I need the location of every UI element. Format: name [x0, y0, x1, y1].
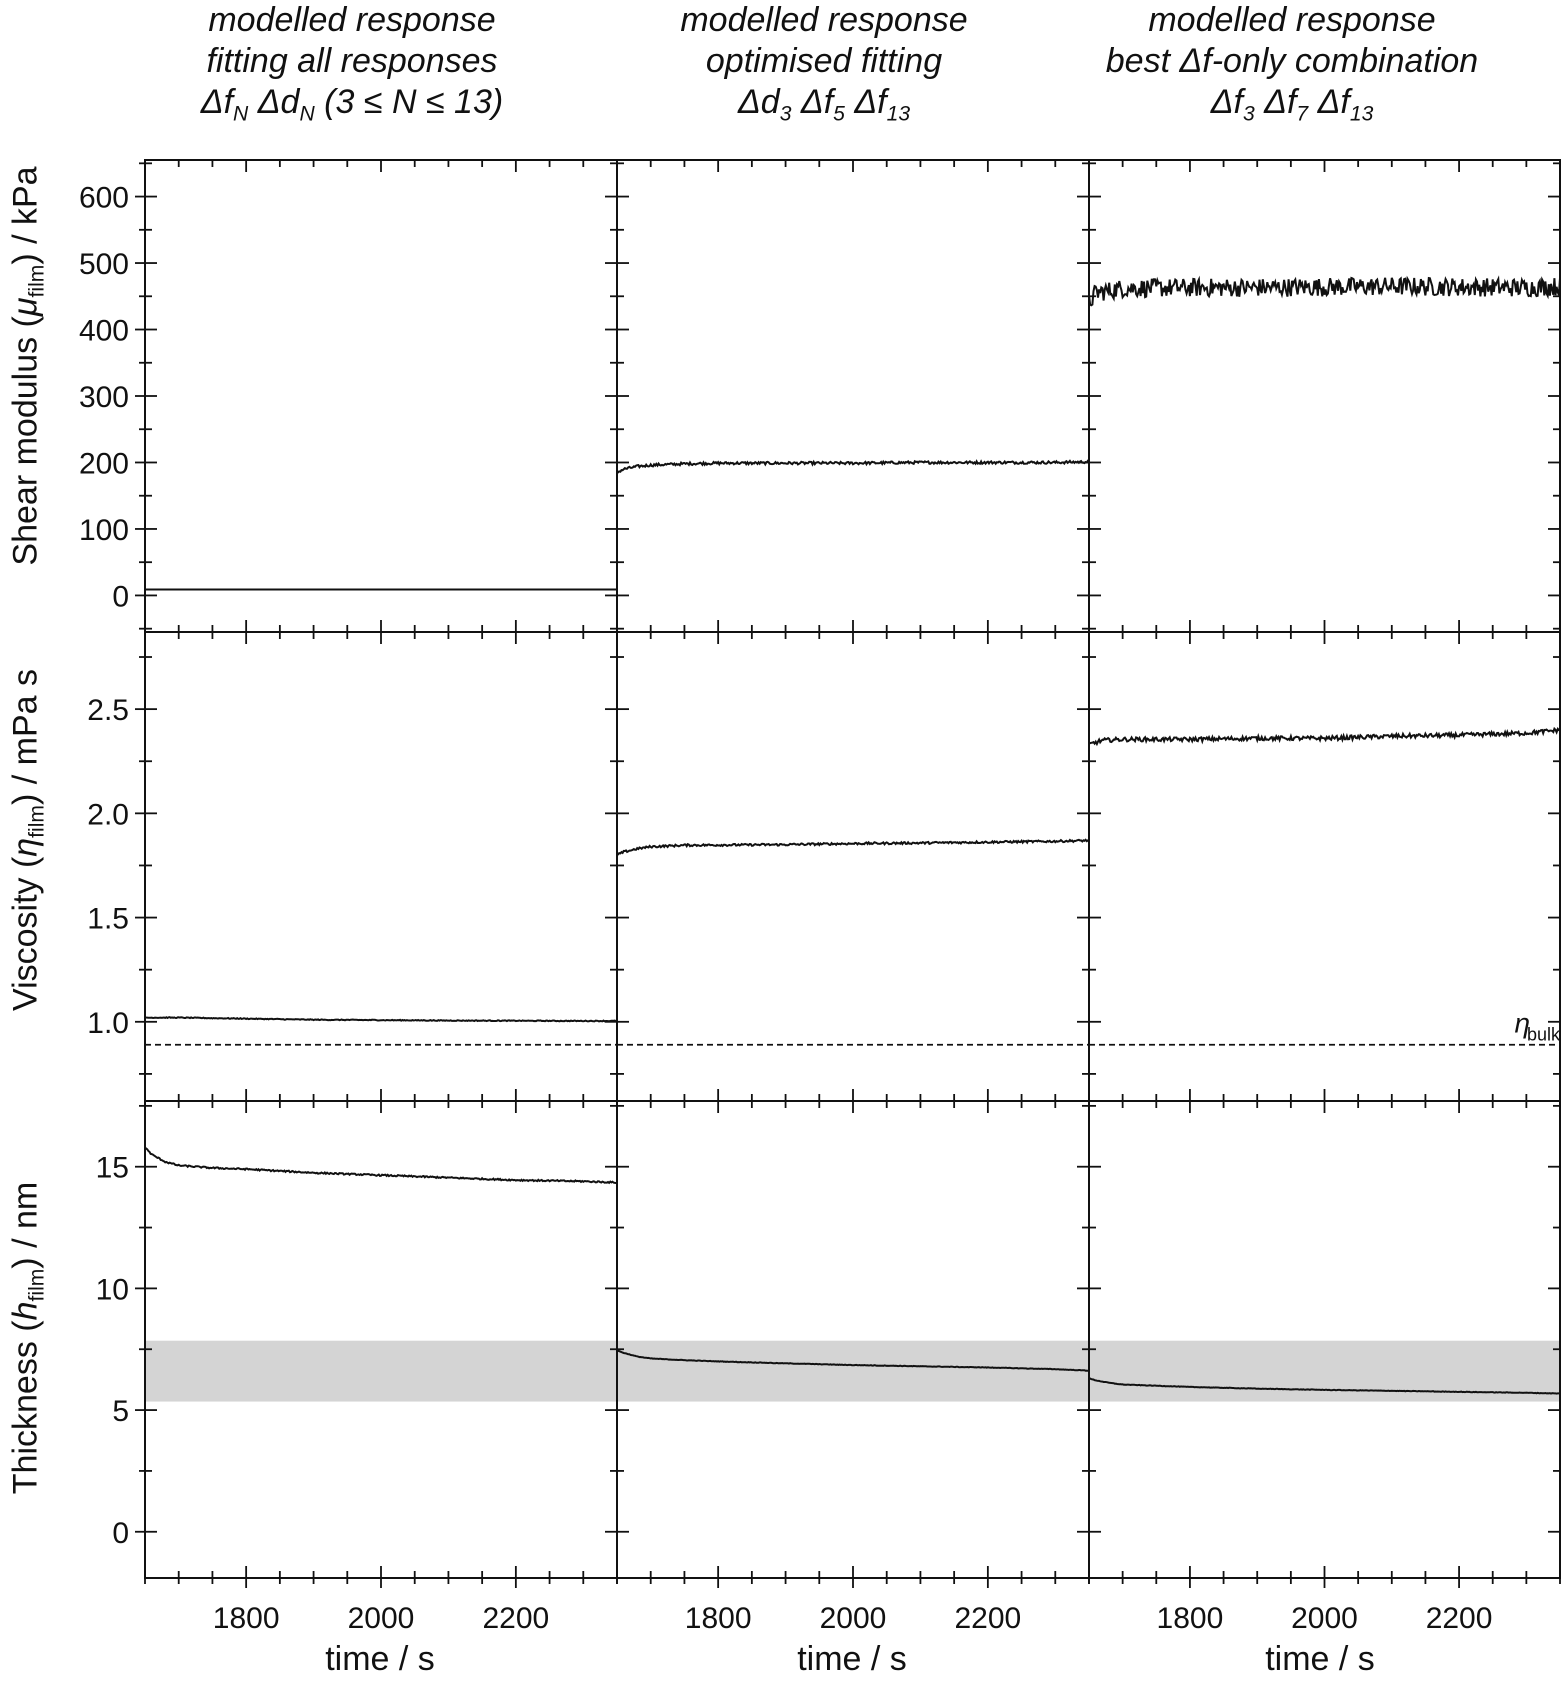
column-title: modelled response: [208, 1, 496, 39]
y-tick-label: 15: [96, 1152, 129, 1185]
column-header-2: modelled response best Δf-only combinati…: [1057, 0, 1527, 134]
eta-bulk-label: η: [1514, 1008, 1530, 1039]
x-axis-label-0: time / s: [325, 1640, 435, 1678]
series-line-r0-c2: [1088, 275, 1561, 307]
series-line-r2-c0: [144, 1146, 618, 1185]
panel-frame: [1088, 1100, 1561, 1579]
thickness-band: [145, 1340, 617, 1402]
column-combination: Δd3 Δf5 Δf13: [737, 83, 911, 126]
x-axis-label-1: time / s: [797, 1640, 907, 1678]
panel-frame: [616, 1100, 1090, 1579]
panel-frame: [144, 1100, 618, 1579]
series-line-r1-c2: [1088, 726, 1561, 747]
x-tick-label: 1800: [685, 1602, 752, 1635]
eta-bulk-subscript: bulk: [1527, 1025, 1561, 1045]
panel-frame: [616, 159, 1090, 633]
y-tick-label: 300: [79, 381, 129, 414]
x-tick-label: 2200: [954, 1602, 1021, 1635]
y-tick-label: 100: [79, 514, 129, 547]
column-title: modelled response: [680, 1, 968, 39]
x-axis-label-2: time / s: [1265, 1640, 1375, 1678]
column-header-1: modelled response optimised fitting Δd3 …: [589, 0, 1059, 134]
panel-frame: [1088, 159, 1561, 633]
series-line-r1-c0: [144, 1016, 618, 1023]
series-line-r0-c1: [616, 459, 1090, 474]
x-tick-label: 2000: [1291, 1602, 1358, 1635]
y-tick-label: 2.0: [87, 798, 129, 831]
y-tick-label: 2.5: [87, 694, 129, 727]
column-subtitle: fitting all responses: [206, 42, 498, 80]
column-header-0: modelled response fitting all responses …: [117, 0, 587, 134]
x-tick-label: 2000: [348, 1602, 415, 1635]
x-tick-label: 2000: [820, 1602, 887, 1635]
thickness-band: [617, 1340, 1089, 1402]
y-tick-label: 1.5: [87, 903, 129, 936]
panel-frame: [144, 631, 618, 1102]
column-subtitle: optimised fitting: [705, 42, 943, 80]
y-tick-label: 10: [96, 1273, 129, 1306]
column-subtitle: best Δf-only combination: [1105, 42, 1479, 80]
y-tick-label: 0: [112, 580, 129, 613]
y-tick-label: 0: [112, 1517, 129, 1550]
panel-frame: [144, 159, 618, 633]
series-line-r1-c1: [616, 838, 1090, 856]
y-tick-label: 200: [79, 447, 129, 480]
y-tick-label: 400: [79, 315, 129, 348]
column-combination: Δf3 Δf7 Δf13: [1210, 83, 1374, 126]
series-line-r2-c1: [616, 1349, 1089, 1372]
panel-frame: [616, 631, 1090, 1102]
column-title: modelled response: [1148, 1, 1436, 39]
y-tick-label: 500: [79, 248, 129, 281]
y-tick-label: 5: [112, 1395, 129, 1428]
panel-frame: [1088, 631, 1561, 1102]
x-tick-label: 2200: [1426, 1602, 1493, 1635]
y-tick-label: 1.0: [87, 1007, 129, 1040]
x-tick-label: 1800: [213, 1602, 280, 1635]
column-combination: ΔfN ΔdN (3 ≤ N ≤ 13): [200, 83, 504, 126]
x-tick-label: 1800: [1157, 1602, 1224, 1635]
y-tick-label: 600: [79, 182, 129, 215]
x-tick-label: 2200: [482, 1602, 549, 1635]
series-line-r2-c2: [1088, 1377, 1560, 1395]
